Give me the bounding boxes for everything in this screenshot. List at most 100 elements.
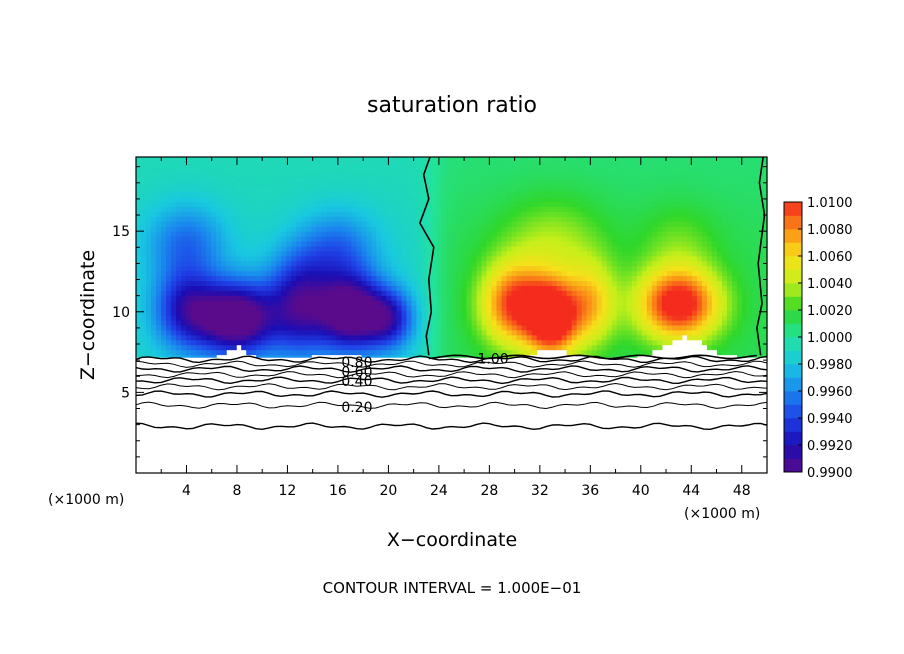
heatmap-cell bbox=[191, 270, 197, 277]
heatmap-cell bbox=[616, 285, 623, 291]
heatmap-cell bbox=[541, 206, 548, 212]
heatmap-cell bbox=[691, 236, 698, 242]
heatmap-cell bbox=[481, 339, 488, 346]
heatmap-cell bbox=[526, 245, 533, 252]
heatmap-cell bbox=[731, 171, 738, 178]
heatmap-cell bbox=[646, 265, 653, 272]
heatmap-cell bbox=[216, 295, 222, 301]
heatmap-cell bbox=[501, 275, 508, 282]
heatmap-cell bbox=[721, 339, 728, 346]
heatmap-cell bbox=[436, 305, 443, 311]
heatmap-cell bbox=[651, 216, 658, 222]
heatmap-cell bbox=[316, 157, 322, 163]
heatmap-cell bbox=[266, 319, 272, 326]
heatmap-cell bbox=[451, 290, 458, 296]
heatmap-cell bbox=[196, 240, 202, 247]
heatmap-cell bbox=[541, 329, 548, 336]
heatmap-cell bbox=[301, 344, 307, 351]
heatmap-cell bbox=[146, 334, 152, 341]
heatmap-cell bbox=[721, 344, 728, 351]
heatmap-cell bbox=[286, 161, 292, 168]
heatmap-cell bbox=[656, 206, 663, 212]
heatmap-cell bbox=[571, 250, 578, 257]
heatmap-cell bbox=[261, 319, 267, 326]
heatmap-cell bbox=[366, 324, 372, 331]
heatmap-cell bbox=[446, 305, 453, 311]
heatmap-cell bbox=[406, 324, 413, 331]
heatmap-cell bbox=[566, 176, 573, 183]
heatmap-cell bbox=[661, 157, 668, 163]
heatmap-cell bbox=[536, 344, 543, 351]
heatmap-cell bbox=[306, 171, 312, 178]
heatmap-cell bbox=[286, 329, 292, 336]
heatmap-cell bbox=[341, 349, 347, 356]
heatmap-cell bbox=[536, 315, 543, 321]
heatmap-cell bbox=[521, 181, 528, 188]
heatmap-cell bbox=[666, 161, 673, 168]
heatmap-cell bbox=[671, 260, 678, 267]
heatmap-cell bbox=[616, 240, 623, 247]
heatmap-cell bbox=[401, 270, 408, 277]
heatmap-cell bbox=[236, 290, 242, 296]
heatmap-cell bbox=[531, 339, 538, 346]
heatmap-cell bbox=[701, 206, 708, 212]
heatmap-cell bbox=[201, 240, 207, 247]
heatmap-cell bbox=[741, 305, 748, 311]
heatmap-cell bbox=[296, 270, 302, 277]
heatmap-cell bbox=[281, 181, 287, 188]
heatmap-cell bbox=[536, 171, 543, 178]
heatmap-cell bbox=[306, 329, 312, 336]
heatmap-cell bbox=[431, 186, 438, 193]
heatmap-cell bbox=[221, 285, 227, 291]
heatmap-cell bbox=[731, 240, 738, 247]
heatmap-cell bbox=[166, 166, 172, 173]
heatmap-cell bbox=[701, 221, 708, 227]
heatmap-cell bbox=[251, 310, 257, 316]
heatmap-cell bbox=[306, 206, 312, 212]
heatmap-cell bbox=[686, 196, 693, 203]
heatmap-cell bbox=[416, 157, 423, 163]
heatmap-cell bbox=[646, 236, 653, 242]
heatmap-cell bbox=[296, 334, 302, 341]
heatmap-cell bbox=[376, 226, 382, 232]
heatmap-cell bbox=[696, 295, 703, 301]
heatmap-cell bbox=[326, 231, 332, 237]
heatmap-cell bbox=[271, 196, 277, 203]
heatmap-cell bbox=[346, 186, 352, 193]
heatmap-cell bbox=[741, 250, 748, 257]
heatmap-cell bbox=[576, 157, 583, 163]
heatmap-cell bbox=[176, 290, 182, 296]
heatmap-cell bbox=[631, 211, 638, 217]
heatmap-cell bbox=[386, 354, 393, 361]
heatmap-cell bbox=[176, 201, 182, 207]
heatmap-cell bbox=[626, 329, 633, 336]
heatmap-cell bbox=[386, 186, 393, 193]
heatmap-cell bbox=[611, 216, 618, 222]
heatmap-cell bbox=[751, 260, 758, 267]
heatmap-cell bbox=[526, 329, 533, 336]
heatmap-cell bbox=[261, 339, 267, 346]
heatmap-cell bbox=[706, 221, 713, 227]
heatmap-cell bbox=[371, 206, 377, 212]
heatmap-cell bbox=[141, 310, 147, 316]
heatmap-cell bbox=[446, 339, 453, 346]
heatmap-cell bbox=[446, 196, 453, 203]
heatmap-cell bbox=[336, 161, 342, 168]
heatmap-cell bbox=[316, 324, 322, 331]
heatmap-cell bbox=[551, 176, 558, 183]
heatmap-cell bbox=[736, 231, 743, 237]
heatmap-cell bbox=[466, 295, 473, 301]
heatmap-cell bbox=[531, 260, 538, 267]
heatmap-cell bbox=[576, 181, 583, 188]
heatmap-cell bbox=[681, 270, 688, 277]
heatmap-cell bbox=[331, 221, 337, 227]
heatmap-cell bbox=[196, 250, 202, 257]
heatmap-cell bbox=[701, 201, 708, 207]
heatmap-cell bbox=[746, 201, 753, 207]
heatmap-cell bbox=[381, 315, 387, 321]
heatmap-cell bbox=[546, 157, 553, 163]
heatmap-cell bbox=[496, 255, 503, 262]
heatmap-cell bbox=[416, 196, 423, 203]
heatmap-cell bbox=[446, 201, 453, 207]
heatmap-cell bbox=[391, 216, 398, 222]
